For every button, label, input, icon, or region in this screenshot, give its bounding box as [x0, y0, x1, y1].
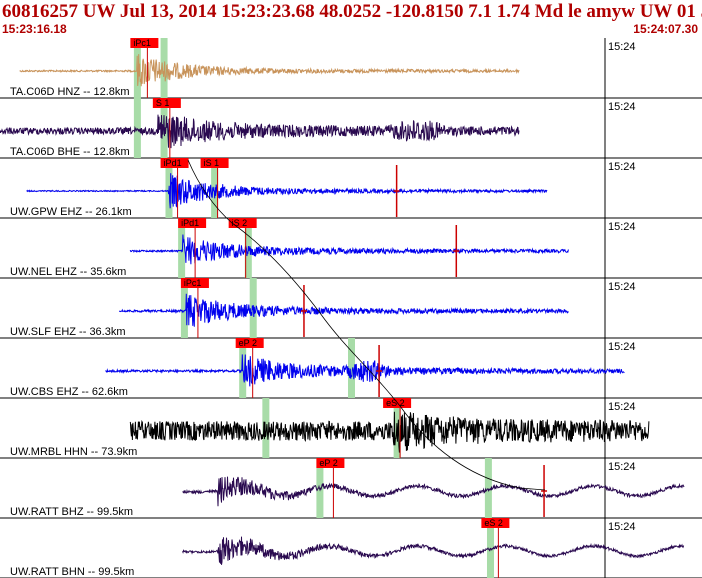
- waveform: [129, 411, 650, 453]
- trace-label: TA.C06D HNZ -- 12.8km: [10, 86, 130, 98]
- waveform: [182, 476, 685, 507]
- pick-box: [228, 218, 257, 228]
- trace-label: UW.MRBL HHN -- 73.9km: [10, 446, 137, 458]
- trace-row: 15:24 S 1 TA.C06D BHE -- 12.8km: [0, 98, 702, 159]
- phase-highlight: [180, 278, 188, 338]
- seismogram-panel[interactable]: 15:24 iPc1 TA.C06D HNZ -- 12.8km 15:24 S 1 TA…: [0, 38, 702, 578]
- minute-label: 15:24: [608, 401, 636, 413]
- minute-label: 15:24: [608, 41, 636, 53]
- trace-row: 15:24 eS 2 UW.MRBL HHN -- 73.9km: [0, 398, 702, 459]
- pick-box: [481, 518, 510, 528]
- pick-box: [152, 98, 181, 108]
- minute-label: 15:24: [608, 341, 636, 353]
- pick-label: iS 2: [232, 218, 248, 228]
- pick-box: [316, 458, 345, 468]
- phase-highlight: [262, 398, 270, 458]
- phase-highlight: [211, 158, 219, 218]
- pick-label: iPc1: [133, 38, 151, 48]
- waveform: [118, 293, 569, 327]
- pick-label: eP 2: [239, 338, 257, 348]
- pick-box: [200, 158, 229, 168]
- waveform: [129, 234, 569, 265]
- minute-label: 15:24: [608, 221, 636, 233]
- trace-row: 15:24 iPd1 iS 2 UW.NEL EHZ -- 35.6km: [0, 218, 702, 279]
- trace-label: UW.RATT BHZ -- 99.5km: [10, 506, 133, 518]
- trace-label: TA.C06D BHE -- 12.8km: [10, 146, 130, 158]
- travel-time-curve: [187, 159, 546, 491]
- trace-label: UW.CBS EHZ -- 62.6km: [10, 386, 128, 398]
- pick-label: iPc1: [184, 278, 202, 288]
- trace-row: 15:24 iPc1 TA.C06D HNZ -- 12.8km: [0, 38, 702, 99]
- trace-label: UW.SLF EHZ -- 36.3km: [10, 326, 126, 338]
- minute-label: 15:24: [608, 281, 636, 293]
- minute-label: 15:24: [608, 461, 636, 473]
- phase-highlight: [178, 218, 186, 278]
- trace-label: UW.RATT BHN -- 99.5km: [10, 566, 134, 578]
- pick-box: [235, 338, 264, 348]
- pick-box: [160, 158, 189, 168]
- pick-label: iS 1: [204, 158, 220, 168]
- pick-box: [130, 38, 159, 48]
- pick-label: eS 2: [484, 518, 503, 528]
- end-time: 15:24:07.30: [633, 22, 698, 36]
- waveform: [105, 354, 625, 387]
- trace-row: 15:24 iPc1 UW.SLF EHZ -- 36.3km: [0, 278, 702, 339]
- phase-highlight: [348, 338, 355, 398]
- trace-row: 15:24 iPd1 iS 1 UW.GPW EHZ -- 26.1km: [0, 158, 702, 219]
- minute-label: 15:24: [608, 161, 636, 173]
- trace-row: 15:24 eP 2 UW.RATT BHZ -- 99.5km: [0, 458, 702, 519]
- start-time: 15:23:16.18: [2, 22, 67, 36]
- trace-row: 15:24 eS 2 UW.RATT BHN -- 99.5km: [0, 518, 702, 578]
- phase-highlight: [316, 458, 324, 518]
- event-header: 60816257 UW Jul 13, 2014 15:23:23.68 48.…: [0, 0, 702, 38]
- trace-label: UW.GPW EHZ -- 26.1km: [10, 206, 132, 218]
- trace-row: 15:24 eP 2 UW.CBS EHZ -- 62.6km: [0, 338, 702, 399]
- pick-box: [178, 218, 207, 228]
- phase-highlight: [484, 458, 492, 518]
- minute-label: 15:24: [608, 521, 636, 533]
- waveform: [26, 173, 548, 209]
- event-title: 60816257 UW Jul 13, 2014 15:23:23.68 48.…: [2, 1, 702, 22]
- pick-box: [180, 278, 209, 288]
- pick-label: iPd1: [181, 218, 199, 228]
- phase-highlight: [133, 98, 141, 158]
- pick-label: eP 2: [319, 458, 337, 468]
- pick-label: S 1: [156, 98, 170, 108]
- minute-label: 15:24: [608, 101, 636, 113]
- waveform: [182, 536, 685, 565]
- pick-label: eS 2: [386, 398, 405, 408]
- pick-label: iPd1: [164, 158, 182, 168]
- waveform: [0, 114, 520, 149]
- waveform: [19, 54, 520, 87]
- trace-label: UW.NEL EHZ -- 35.6km: [10, 266, 126, 278]
